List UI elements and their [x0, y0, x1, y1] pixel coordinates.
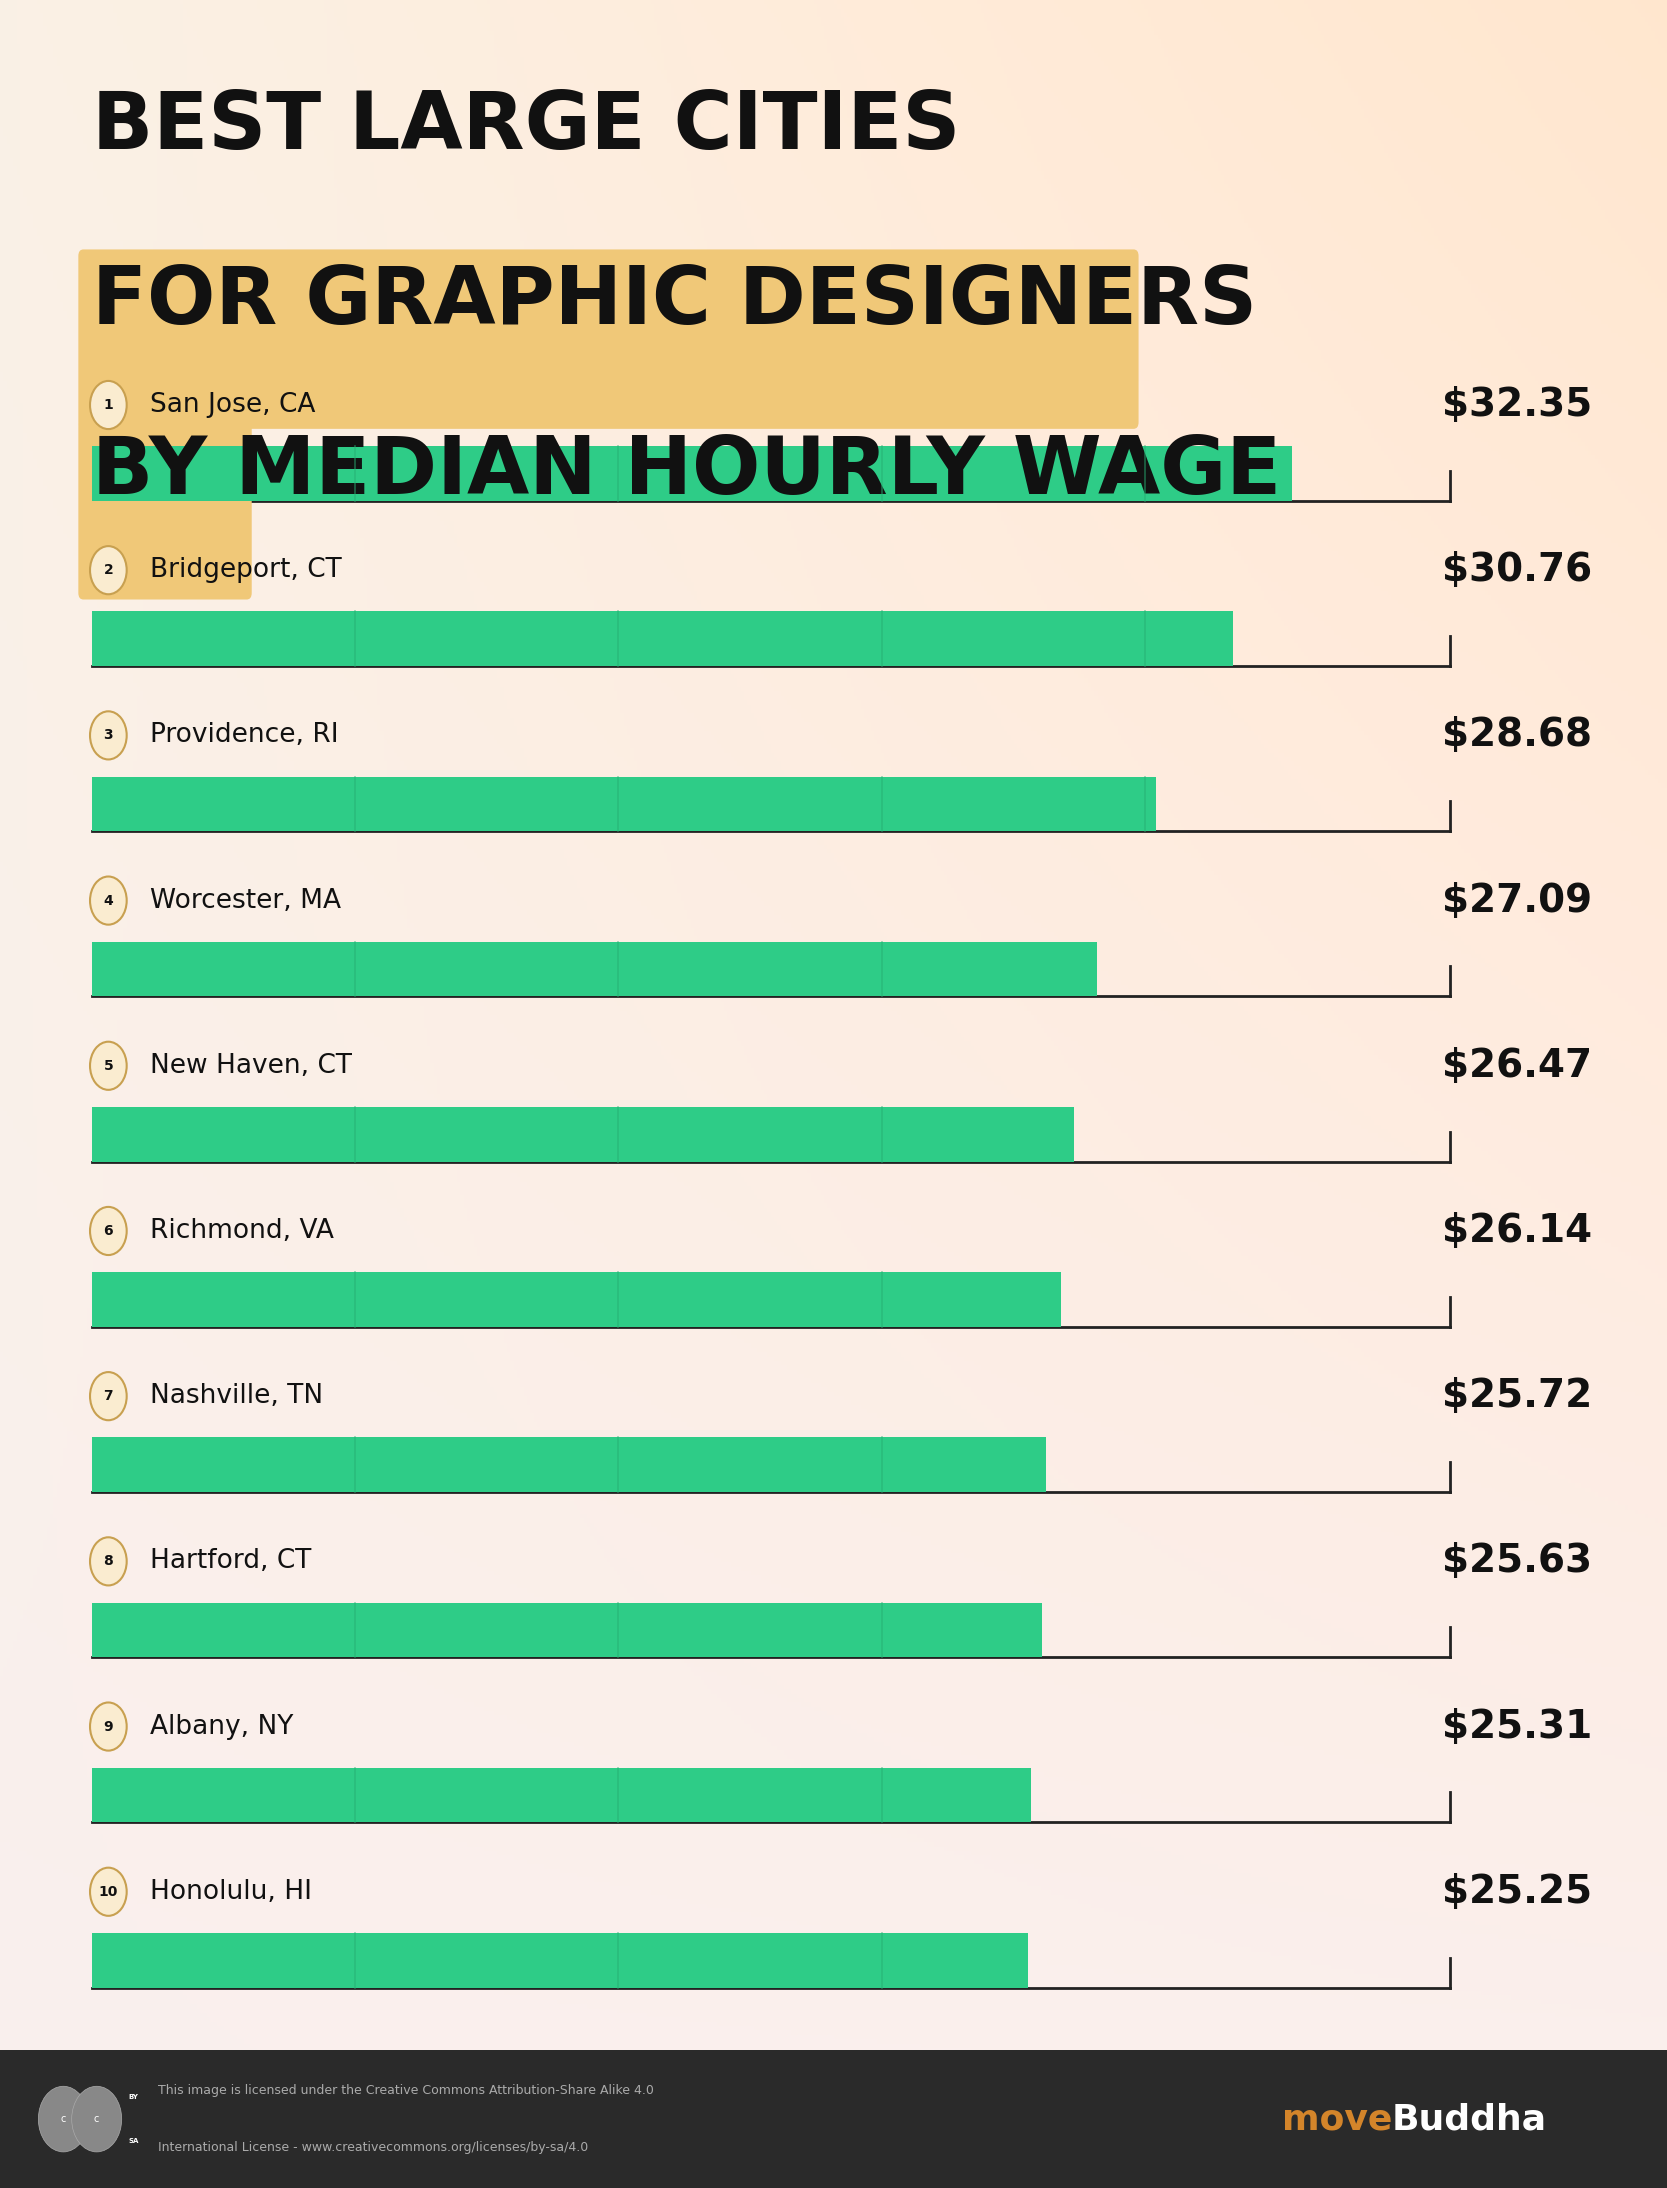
- Text: Providence, RI: Providence, RI: [150, 722, 338, 748]
- Text: 4: 4: [103, 893, 113, 908]
- Circle shape: [90, 1702, 127, 1750]
- Text: 2: 2: [103, 562, 113, 578]
- Circle shape: [72, 2087, 122, 2153]
- Text: Honolulu, HI: Honolulu, HI: [150, 1879, 312, 1906]
- Circle shape: [90, 547, 127, 595]
- Bar: [92, 1932, 1029, 1987]
- Text: Bridgeport, CT: Bridgeport, CT: [150, 558, 342, 584]
- Text: $25.31: $25.31: [1442, 1707, 1592, 1746]
- Bar: [92, 446, 1292, 501]
- Text: International License - www.creativecommons.org/licenses/by-sa/4.0: International License - www.creativecomm…: [158, 2142, 588, 2153]
- Text: $25.72: $25.72: [1442, 1376, 1592, 1416]
- Text: $26.47: $26.47: [1442, 1046, 1592, 1085]
- Circle shape: [90, 381, 127, 429]
- Text: 10: 10: [98, 1884, 118, 1899]
- Circle shape: [90, 1372, 127, 1420]
- Text: move: move: [1282, 2103, 1392, 2135]
- Circle shape: [90, 1041, 127, 1090]
- Text: $25.63: $25.63: [1442, 1543, 1592, 1580]
- Text: Buddha: Buddha: [1392, 2103, 1547, 2135]
- Text: $30.76: $30.76: [1442, 551, 1592, 589]
- Text: Richmond, VA: Richmond, VA: [150, 1219, 333, 1245]
- Circle shape: [90, 1208, 127, 1256]
- Bar: [0, 2050, 1667, 2188]
- Text: Albany, NY: Albany, NY: [150, 1713, 293, 1739]
- Circle shape: [38, 2087, 88, 2153]
- Text: 8: 8: [103, 1553, 113, 1569]
- Text: 1: 1: [103, 398, 113, 411]
- Text: 6: 6: [103, 1223, 113, 1238]
- Bar: [92, 1438, 1045, 1492]
- Text: BY: BY: [128, 2094, 138, 2100]
- Text: $28.68: $28.68: [1442, 715, 1592, 755]
- Text: SA: SA: [128, 2138, 138, 2144]
- Bar: [92, 941, 1097, 996]
- FancyBboxPatch shape: [78, 249, 1139, 429]
- Text: Hartford, CT: Hartford, CT: [150, 1549, 312, 1575]
- Text: BEST LARGE CITIES: BEST LARGE CITIES: [92, 88, 960, 166]
- Text: $26.14: $26.14: [1442, 1212, 1592, 1249]
- Text: Worcester, MA: Worcester, MA: [150, 888, 342, 915]
- Text: $32.35: $32.35: [1442, 385, 1592, 424]
- Text: $25.25: $25.25: [1442, 1873, 1592, 1910]
- Text: 3: 3: [103, 729, 113, 742]
- Text: 9: 9: [103, 1720, 113, 1733]
- Text: c: c: [60, 2114, 67, 2125]
- Text: $27.09: $27.09: [1442, 882, 1592, 919]
- Text: This image is licensed under the Creative Commons Attribution-Share Alike 4.0: This image is licensed under the Creativ…: [158, 2085, 653, 2096]
- Circle shape: [90, 1538, 127, 1586]
- Text: 7: 7: [103, 1389, 113, 1403]
- Text: BY MEDIAN HOURLY WAGE: BY MEDIAN HOURLY WAGE: [92, 433, 1280, 512]
- Text: San Jose, CA: San Jose, CA: [150, 392, 315, 418]
- Text: FOR GRAPHIC DESIGNERS: FOR GRAPHIC DESIGNERS: [92, 263, 1257, 341]
- Text: New Haven, CT: New Haven, CT: [150, 1052, 352, 1079]
- Bar: [92, 1107, 1074, 1162]
- Circle shape: [90, 711, 127, 759]
- Text: c: c: [93, 2114, 100, 2125]
- Bar: [92, 1271, 1062, 1326]
- Text: Nashville, TN: Nashville, TN: [150, 1383, 323, 1409]
- Bar: [92, 1602, 1042, 1656]
- Circle shape: [90, 877, 127, 926]
- Bar: [92, 777, 1155, 831]
- Bar: [92, 1768, 1030, 1823]
- Bar: [92, 610, 1234, 665]
- FancyBboxPatch shape: [78, 420, 252, 600]
- Text: 5: 5: [103, 1059, 113, 1072]
- Circle shape: [90, 1869, 127, 1917]
